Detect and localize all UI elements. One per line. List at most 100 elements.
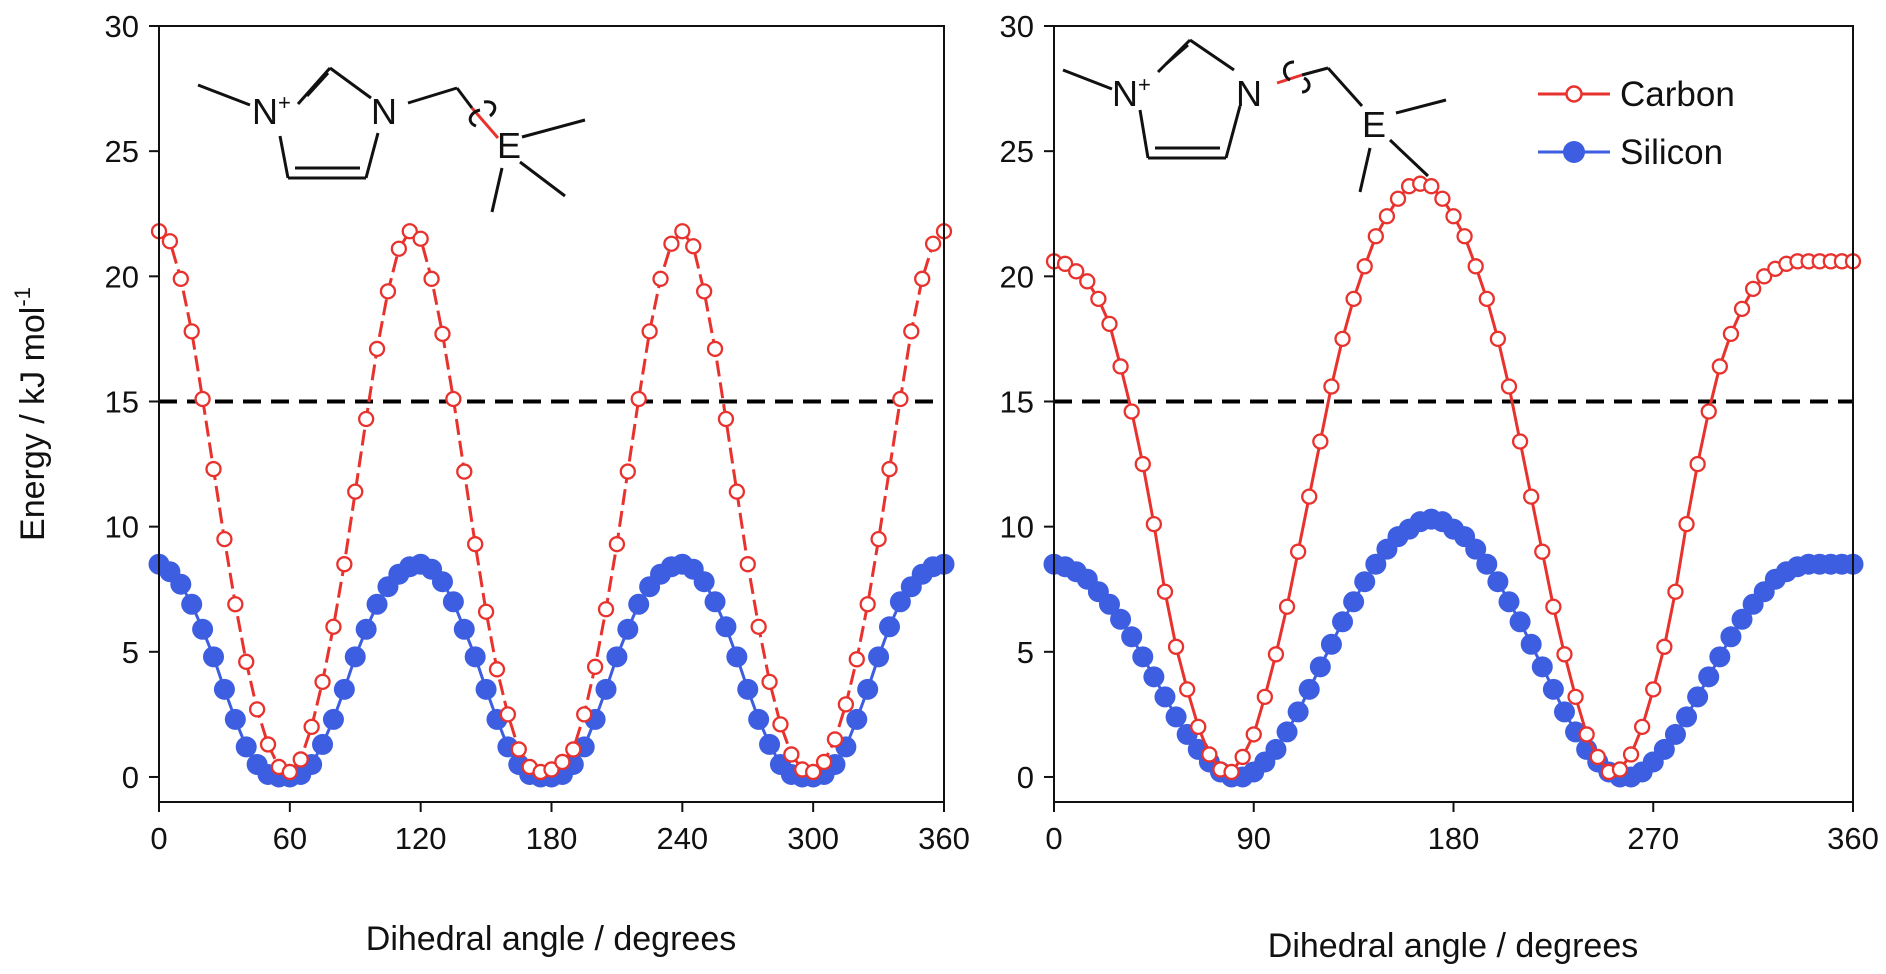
point-silicon [1542,678,1564,700]
point-carbon [728,483,745,500]
point-silicon [181,593,203,615]
point-carbon [1689,455,1706,473]
ring-bond [1189,38,1235,72]
point-carbon [259,736,277,753]
point-silicon [442,591,464,613]
point-silicon [1531,656,1553,678]
left-molecule-n-cation: N+ [252,90,291,132]
point-carbon [1301,488,1318,505]
point-carbon [1389,190,1407,207]
point-carbon [401,223,418,240]
point-silicon [1309,656,1331,678]
point-carbon [1312,433,1329,450]
point-silicon [1332,611,1354,633]
point-carbon [1534,543,1551,560]
left-molecule-e: E [497,125,521,166]
y-tick-label: 25 [105,134,139,169]
point-silicon [857,678,879,700]
methyl-bond [197,83,251,107]
point-silicon [1709,646,1731,668]
point-carbon [1323,378,1340,395]
point-carbon [379,283,397,300]
y-tick-label: 5 [122,635,139,670]
point-silicon [693,571,715,593]
right-plot-area [1043,175,1864,788]
point-carbon [205,460,222,478]
point-carbon [1611,761,1629,778]
point-silicon [737,678,759,700]
point-silicon [1676,706,1698,728]
point-carbon [815,753,833,771]
point-carbon [358,410,375,428]
point-carbon [892,390,909,408]
point-carbon [1434,190,1451,207]
ring-bond [1138,109,1150,159]
point-carbon [903,323,920,340]
point-carbon [1733,300,1751,318]
point-carbon [1079,273,1096,290]
point-silicon [1298,678,1320,700]
x-tick-label: 180 [1428,821,1480,856]
point-silicon [1476,553,1498,575]
point-carbon [423,270,440,287]
x-tick-label: 0 [1045,821,1062,856]
point-carbon [685,238,702,255]
point-carbon [456,463,473,480]
point-carbon [1234,748,1251,766]
point-carbon [1068,263,1085,280]
y-tick-label: 10 [1000,510,1034,545]
point-silicon [1653,738,1675,760]
point-carbon [1423,178,1440,195]
point-carbon [281,763,298,781]
point-carbon [238,653,255,670]
point-silicon [1132,646,1154,668]
left-plot-frame [158,25,945,803]
point-silicon [726,646,748,668]
point-carbon [499,706,517,723]
point-silicon [1143,666,1165,688]
point-carbon [1056,255,1074,272]
legend-marker-silicon [1563,141,1585,163]
point-carbon [368,340,386,358]
point-carbon [826,731,844,748]
point-carbon [248,701,266,718]
ch2-bond [407,86,458,105]
legend-label-carbon: Carbon [1620,75,1735,114]
y-tick-label: 20 [105,259,139,294]
point-carbon [227,596,244,613]
ring-bond [278,135,290,179]
point-silicon [1354,571,1376,593]
e-methyl-bond [490,167,504,213]
point-silicon [355,618,377,640]
e-methyl-bond [1358,147,1372,193]
point-carbon [783,746,800,763]
point-carbon [663,235,680,252]
point-carbon [347,483,364,500]
point-silicon [312,733,334,755]
point-carbon [1345,290,1362,308]
point-silicon [889,591,911,613]
point-carbon [750,618,767,635]
point-carbon [554,753,571,771]
point-carbon [870,531,887,548]
point-carbon [1589,748,1606,766]
point-carbon [565,741,582,758]
panel-left: 0 60 120 180 240 300 360 0 5 10 15 20 25 30 Dihedral … [10,9,970,958]
e-methyl-bond [521,118,586,139]
series-line-carbon [1053,182,1853,774]
point-carbon [1545,598,1562,615]
point-silicon [224,708,246,730]
right-molecule-n-cation: N+ [1112,72,1151,114]
y-tick-label: 15 [105,384,139,419]
e-ch2-bond [1326,66,1364,108]
point-silicon [1465,538,1487,560]
point-carbon [706,340,724,358]
point-silicon [1664,723,1686,745]
point-carbon [1500,378,1518,395]
legend: Carbon Silicon [1538,75,1735,172]
point-carbon [1112,358,1129,375]
point-carbon [1167,638,1185,655]
point-carbon [336,556,353,573]
rotation-arrow-icon [468,100,497,128]
point-silicon [1110,608,1132,630]
